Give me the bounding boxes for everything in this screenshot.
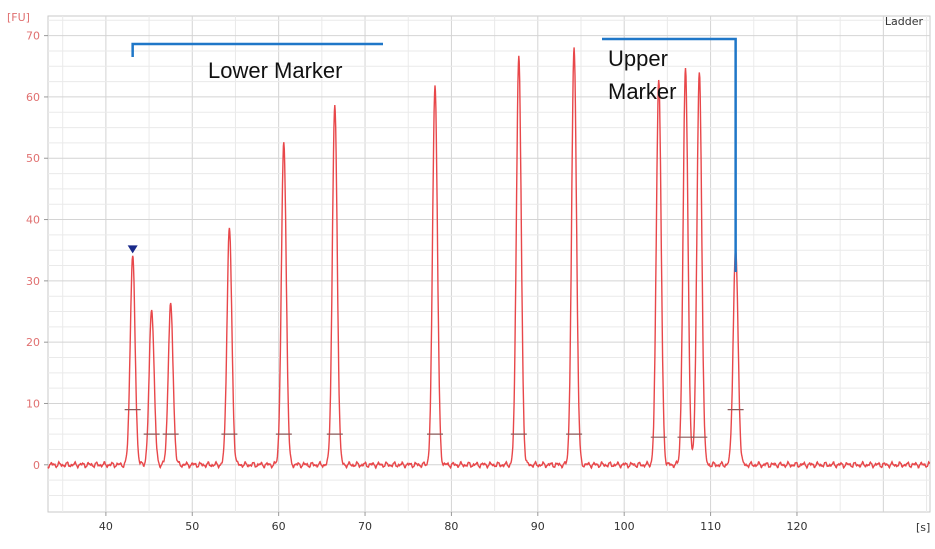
x-tick-label: 100 bbox=[614, 520, 635, 533]
lower-marker-triangle bbox=[127, 245, 138, 254]
x-tick-label: 50 bbox=[185, 520, 199, 533]
x-tick-label: 70 bbox=[358, 520, 372, 533]
y-tick-label: 0 bbox=[33, 459, 40, 472]
x-tick-label: 60 bbox=[272, 520, 286, 533]
x-tick-label: 80 bbox=[444, 520, 458, 533]
y-tick-label: 20 bbox=[26, 336, 40, 349]
y-tick-label: 10 bbox=[26, 397, 40, 410]
plot-area bbox=[47, 15, 931, 513]
peak-level-markers bbox=[124, 409, 744, 438]
annotations: Lower Marker Upper Marker bbox=[131, 37, 737, 272]
legend-ladder: Ladder bbox=[885, 15, 924, 28]
lower-marker-bracket bbox=[131, 42, 383, 57]
y-tick-label: 60 bbox=[26, 91, 40, 104]
x-tick-label: 120 bbox=[786, 520, 807, 533]
y-tick-label: 50 bbox=[26, 152, 40, 165]
upper-marker-bracket bbox=[602, 37, 737, 272]
y-tick-label: 70 bbox=[26, 30, 40, 43]
y-tick-label: 40 bbox=[26, 214, 40, 227]
x-tick-label: 40 bbox=[99, 520, 113, 533]
x-axis: 40 50 60 70 80 90 100 110 120 bbox=[99, 512, 807, 533]
upper-marker-label-line1: Upper bbox=[608, 46, 668, 71]
x-tick-label: 110 bbox=[700, 520, 721, 533]
y-tick-label: 30 bbox=[26, 275, 40, 288]
y-axis: 0 10 20 30 40 50 60 70 bbox=[26, 30, 48, 472]
upper-marker-label-line2: Marker bbox=[608, 79, 676, 104]
lower-marker-label: Lower Marker bbox=[208, 58, 342, 83]
y-unit-label: [FU] bbox=[7, 11, 30, 24]
x-tick-label: 90 bbox=[531, 520, 545, 533]
ladder-trace bbox=[47, 47, 931, 470]
grid-lines bbox=[48, 16, 930, 512]
x-unit-label: [s] bbox=[916, 521, 930, 534]
